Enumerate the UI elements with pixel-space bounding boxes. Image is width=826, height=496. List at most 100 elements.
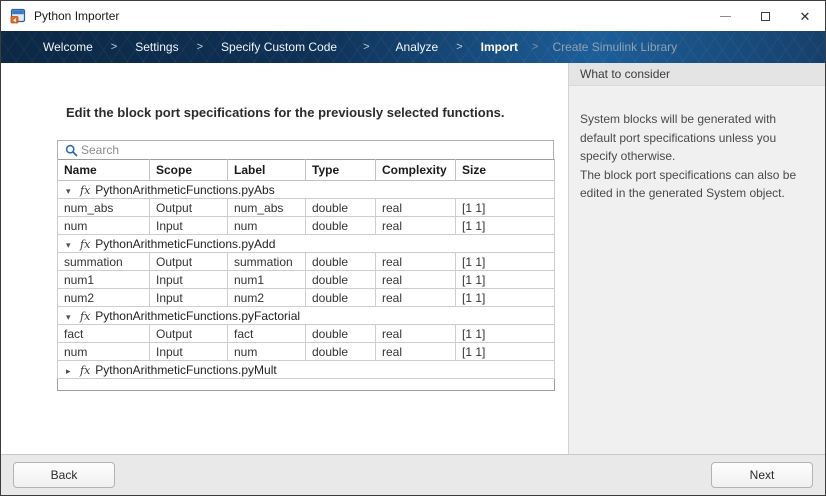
function-group-row[interactable]: ▸ fx PythonArithmeticFunctions.pyMult [57, 360, 555, 379]
type-cell[interactable]: double [305, 342, 376, 361]
label-cell[interactable]: num_abs [227, 198, 306, 217]
type-cell[interactable]: double [305, 216, 376, 235]
scope-cell[interactable]: Input [149, 342, 228, 361]
close-icon: ✕ [799, 8, 811, 24]
wizard-footer: Back Next [1, 454, 825, 495]
python-importer-icon [10, 8, 26, 24]
port-name-cell[interactable]: num2 [57, 288, 150, 307]
next-button[interactable]: Next [711, 462, 813, 488]
column-header-name[interactable]: Name [57, 159, 150, 181]
window-title: Python Importer [34, 9, 120, 23]
function-icon: fx [80, 183, 91, 197]
breadcrumb-separator: > [110, 41, 118, 53]
sidebar-title: What to consider [569, 63, 825, 86]
complexity-cell[interactable]: real [375, 288, 456, 307]
page-title: Edit the block port specifications for t… [66, 105, 505, 120]
column-header-complexity[interactable]: Complexity [375, 159, 456, 181]
expander-icon[interactable]: ▾ [66, 311, 71, 322]
breadcrumb-separator: > [363, 41, 370, 53]
complexity-cell[interactable]: real [375, 270, 456, 289]
size-cell[interactable]: [1 1] [455, 288, 555, 307]
table-row[interactable]: num2 Input num2 double real [1 1] [57, 288, 555, 307]
port-name-cell[interactable]: num_abs [57, 198, 150, 217]
scope-cell[interactable]: Input [149, 288, 228, 307]
minimize-button[interactable] [705, 1, 745, 31]
maximize-icon [760, 11, 770, 21]
step-create-simulink-library: Create Simulink Library [552, 40, 678, 54]
sidebar-paragraph: System blocks will be generated with def… [580, 112, 777, 164]
table-row[interactable]: summation Output summation double real [… [57, 252, 555, 271]
size-cell[interactable]: [1 1] [455, 252, 555, 271]
minimize-icon [719, 15, 731, 17]
sidebar-paragraph: The block port specifications can also b… [580, 167, 797, 201]
column-header-size[interactable]: Size [455, 159, 555, 181]
breadcrumb-separator: > [456, 41, 463, 53]
scope-cell[interactable]: Output [149, 198, 228, 217]
table-header-row: Name Scope Label Type Complexity Size [57, 159, 555, 181]
column-header-scope[interactable]: Scope [149, 159, 228, 181]
function-group-row[interactable]: ▾ fx PythonArithmeticFunctions.pyAbs [57, 180, 555, 199]
titlebar: Python Importer ✕ [1, 1, 825, 31]
label-cell[interactable]: num [227, 342, 306, 361]
label-cell[interactable]: num [227, 216, 306, 235]
table-row[interactable]: num Input num double real [1 1] [57, 342, 555, 361]
expander-icon[interactable]: ▾ [66, 239, 71, 250]
port-name-cell[interactable]: num [57, 342, 150, 361]
label-cell[interactable]: num1 [227, 270, 306, 289]
size-cell[interactable]: [1 1] [455, 198, 555, 217]
function-name: PythonArithmeticFunctions.pyAbs [95, 182, 275, 197]
scope-cell[interactable]: Input [149, 270, 228, 289]
table-row[interactable]: num1 Input num1 double real [1 1] [57, 270, 555, 289]
type-cell[interactable]: double [305, 288, 376, 307]
complexity-cell[interactable]: real [375, 252, 456, 271]
column-header-label[interactable]: Label [227, 159, 306, 181]
complexity-cell[interactable]: real [375, 216, 456, 235]
complexity-cell[interactable]: real [375, 324, 456, 343]
type-cell[interactable]: double [305, 324, 376, 343]
search-box[interactable] [57, 140, 554, 160]
port-name-cell[interactable]: num1 [57, 270, 150, 289]
size-cell[interactable]: [1 1] [455, 342, 555, 361]
type-cell[interactable]: double [305, 270, 376, 289]
function-icon: fx [80, 309, 91, 323]
port-name-cell[interactable]: fact [57, 324, 150, 343]
label-cell[interactable]: fact [227, 324, 306, 343]
search-input[interactable] [81, 143, 549, 157]
step-settings[interactable]: Settings [135, 40, 179, 54]
wizard-breadcrumb: Welcome > Settings > Specify Custom Code… [1, 31, 825, 63]
complexity-cell[interactable]: real [375, 342, 456, 361]
expander-icon[interactable]: ▸ [66, 365, 71, 376]
function-group-row[interactable]: ▾ fx PythonArithmeticFunctions.pyAdd [57, 234, 555, 253]
scope-cell[interactable]: Input [149, 216, 228, 235]
function-icon: fx [80, 363, 91, 377]
function-group-row[interactable]: ▾ fx PythonArithmeticFunctions.pyFactorial [57, 306, 555, 325]
step-specify-custom-code[interactable]: Specify Custom Code [221, 40, 338, 54]
function-name: PythonArithmeticFunctions.pyAdd [95, 236, 276, 251]
size-cell[interactable]: [1 1] [455, 216, 555, 235]
close-button[interactable]: ✕ [785, 1, 825, 31]
step-analyze[interactable]: Analyze [395, 40, 439, 54]
main-panel: Edit the block port specifications for t… [1, 63, 568, 454]
search-icon [65, 144, 78, 156]
scope-cell[interactable]: Output [149, 324, 228, 343]
label-cell[interactable]: summation [227, 252, 306, 271]
port-name-cell[interactable]: summation [57, 252, 150, 271]
table-row[interactable]: num Input num double real [1 1] [57, 216, 555, 235]
port-name-cell[interactable]: num [57, 216, 150, 235]
scope-cell[interactable]: Output [149, 252, 228, 271]
size-cell[interactable]: [1 1] [455, 324, 555, 343]
expander-icon[interactable]: ▾ [66, 185, 71, 196]
type-cell[interactable]: double [305, 198, 376, 217]
column-header-type[interactable]: Type [305, 159, 376, 181]
step-welcome[interactable]: Welcome [43, 40, 93, 54]
complexity-cell[interactable]: real [375, 198, 456, 217]
back-button[interactable]: Back [13, 462, 115, 488]
type-cell[interactable]: double [305, 252, 376, 271]
table-row[interactable]: fact Output fact double real [1 1] [57, 324, 555, 343]
step-import[interactable]: Import [480, 40, 519, 54]
label-cell[interactable]: num2 [227, 288, 306, 307]
maximize-button[interactable] [745, 1, 785, 31]
size-cell[interactable]: [1 1] [455, 270, 555, 289]
table-row[interactable]: num_abs Output num_abs double real [1 1] [57, 198, 555, 217]
